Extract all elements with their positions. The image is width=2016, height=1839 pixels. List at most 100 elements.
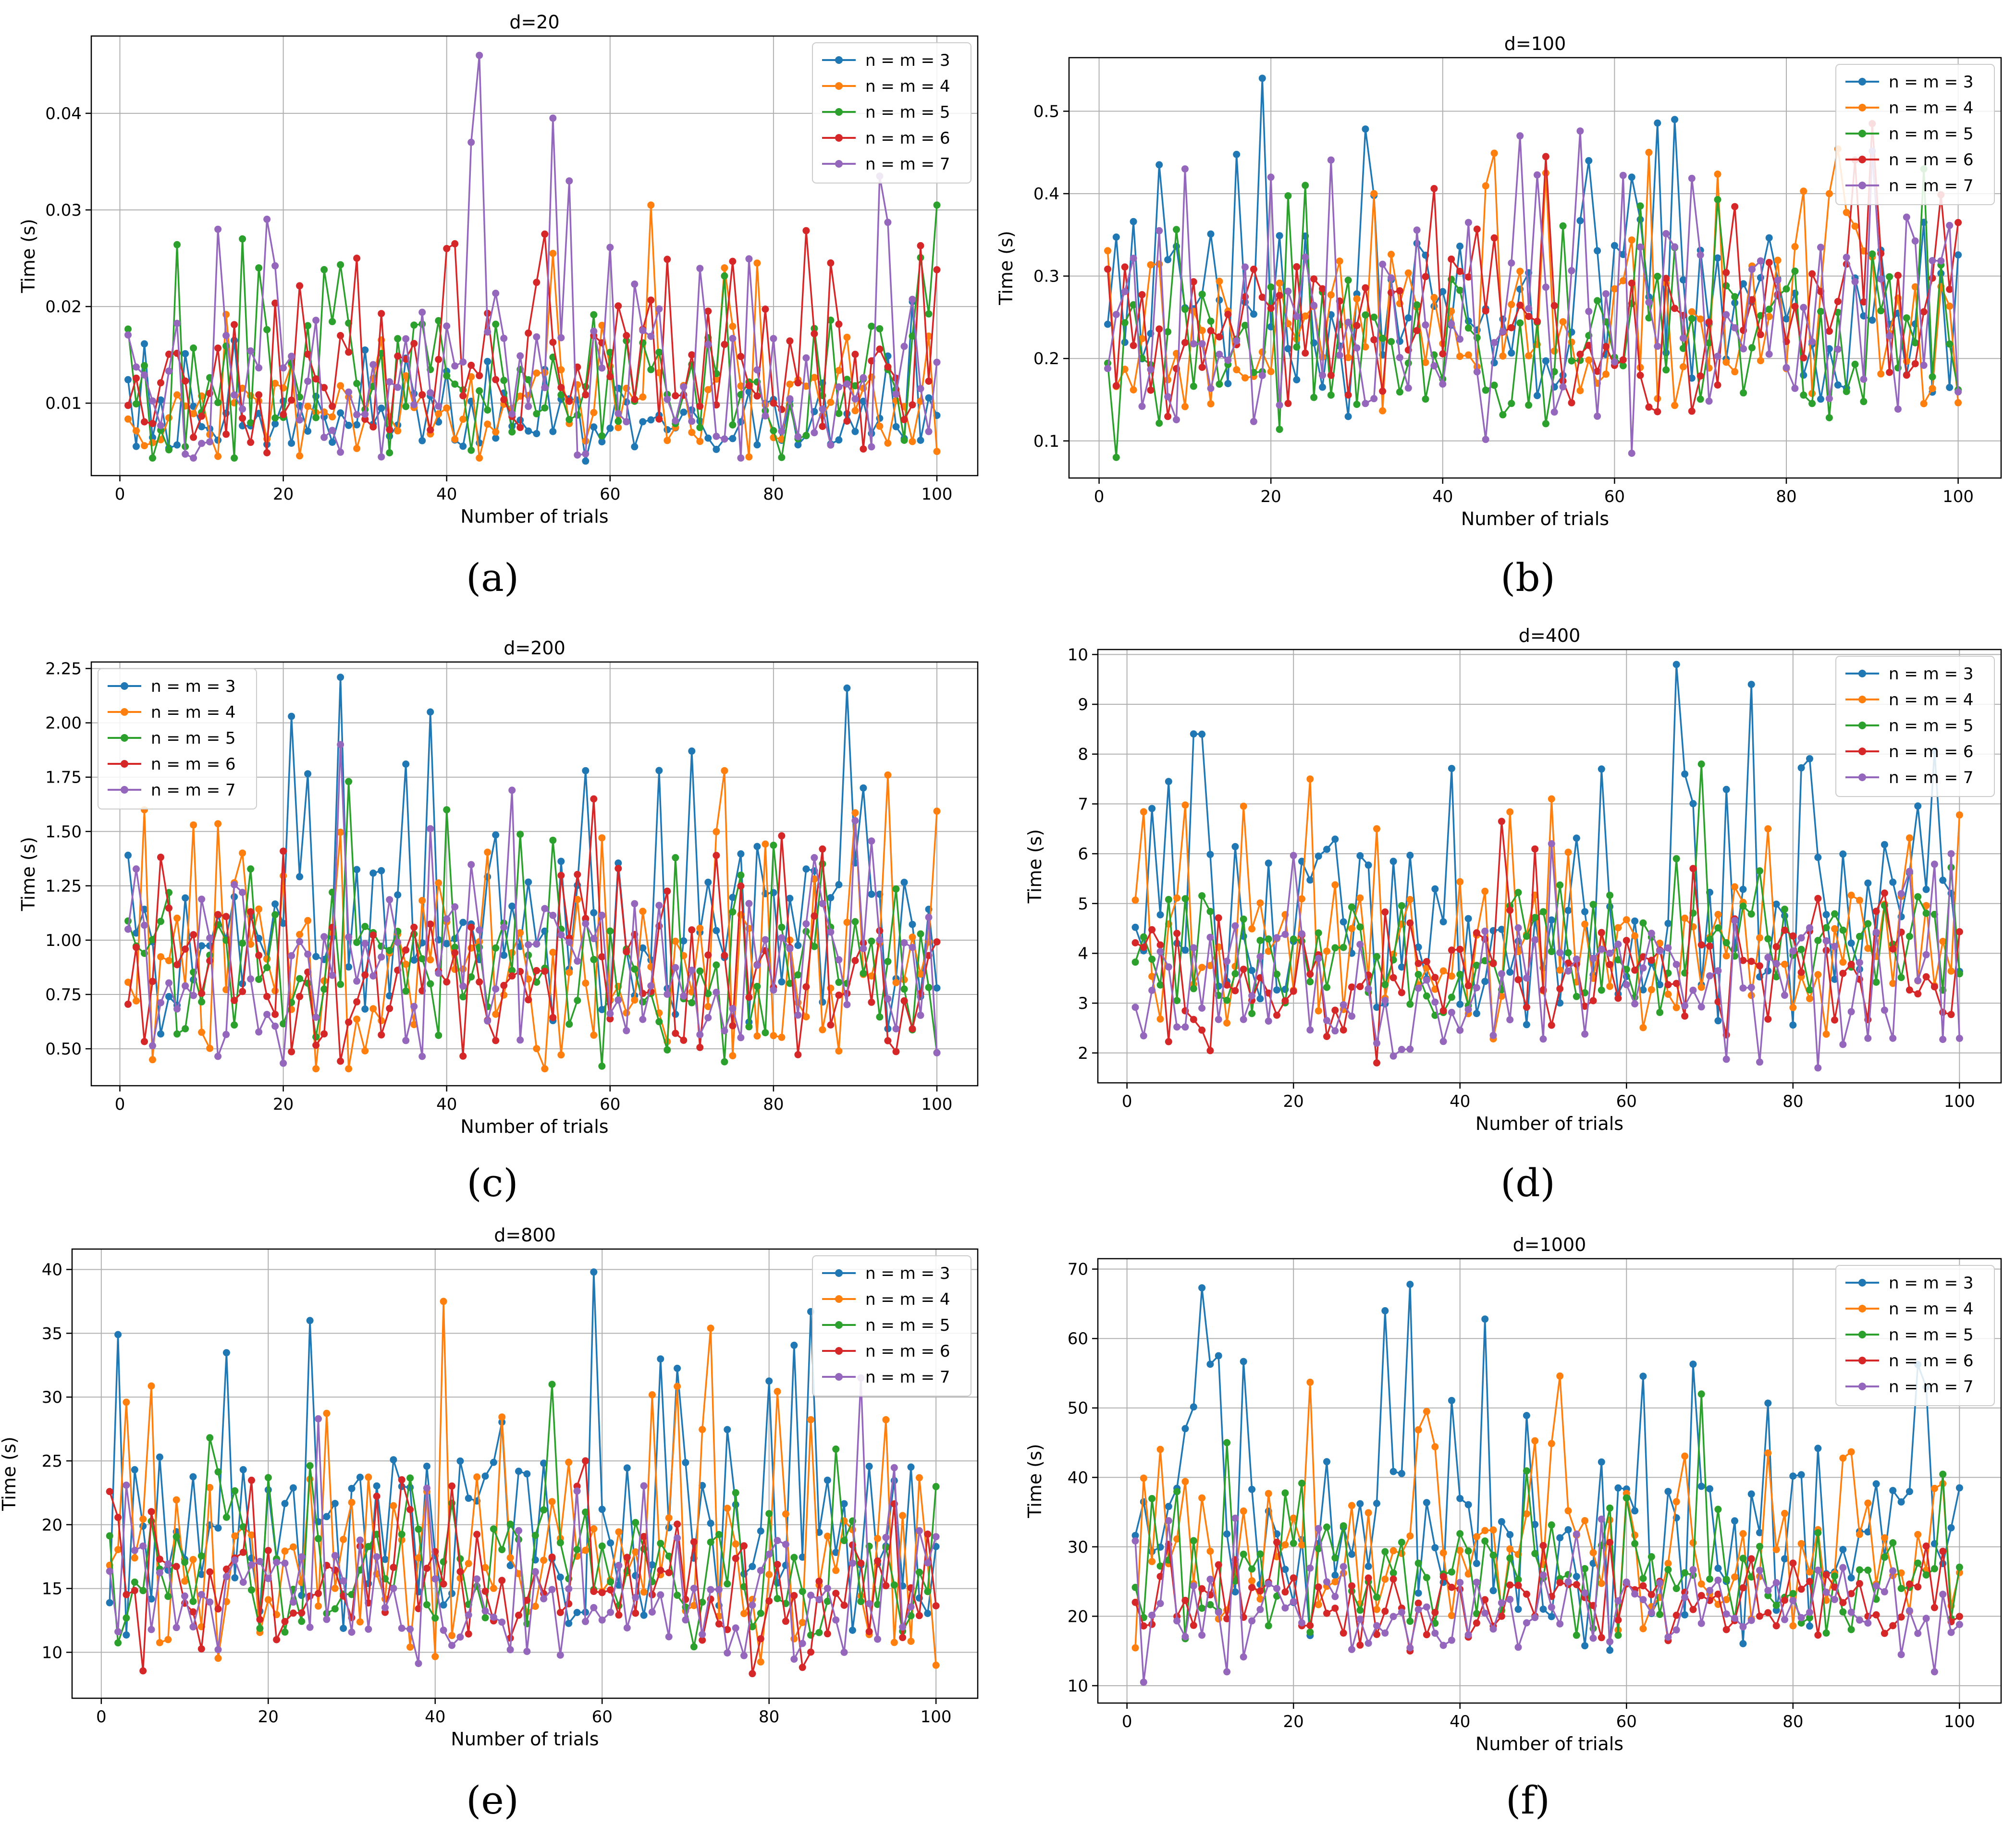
- data-point: [1740, 389, 1747, 397]
- data-point: [124, 331, 132, 339]
- data-point: [1639, 1373, 1647, 1380]
- x-tick-label: 60: [1604, 487, 1625, 506]
- data-point: [1877, 370, 1885, 378]
- data-point: [248, 1531, 255, 1539]
- data-point: [1190, 1403, 1197, 1411]
- data-point: [1482, 436, 1489, 443]
- data-point: [1872, 907, 1880, 915]
- data-point: [459, 358, 467, 366]
- data-point: [1739, 956, 1747, 964]
- data-point: [451, 949, 459, 956]
- series-line: [1106, 77, 1959, 417]
- data-point: [672, 1030, 679, 1037]
- y-axis-label: Time (s): [1024, 1444, 1045, 1519]
- data-point: [1331, 1578, 1339, 1586]
- data-point: [1831, 1572, 1838, 1580]
- data-point: [1206, 1601, 1214, 1608]
- chart-title: d=20: [509, 12, 559, 33]
- data-point: [1340, 1563, 1347, 1570]
- data-point: [1847, 1608, 1855, 1616]
- data-point: [1404, 359, 1412, 367]
- legend-marker: [1858, 1357, 1866, 1364]
- data-point: [1489, 1526, 1497, 1534]
- data-point: [1439, 918, 1447, 926]
- data-point: [1514, 1576, 1522, 1583]
- data-point: [222, 1030, 230, 1038]
- data-point: [515, 1468, 522, 1475]
- data-point: [1664, 991, 1672, 998]
- x-tick-label: 40: [1450, 1712, 1470, 1731]
- data-point: [835, 956, 843, 964]
- data-point: [459, 392, 467, 400]
- data-point: [647, 982, 655, 990]
- data-point: [565, 1459, 573, 1466]
- data-point: [699, 1598, 706, 1606]
- data-point: [1645, 403, 1653, 411]
- data-point: [1747, 681, 1755, 688]
- data-point: [632, 1519, 639, 1526]
- data-point: [271, 911, 279, 919]
- data-point: [378, 310, 385, 318]
- y-tick-label: 6: [1078, 845, 1088, 864]
- data-point: [819, 845, 826, 853]
- x-tick-label: 60: [600, 1095, 620, 1114]
- data-point: [1606, 982, 1614, 990]
- data-point: [378, 953, 385, 961]
- data-point: [1265, 1490, 1272, 1497]
- legend-label: n = m = 3: [1889, 1274, 1974, 1293]
- data-point: [1872, 1480, 1880, 1488]
- data-point: [882, 1416, 890, 1423]
- data-point: [1889, 945, 1897, 953]
- data-point: [1556, 1620, 1564, 1628]
- data-point: [909, 438, 916, 445]
- data-point: [1293, 263, 1301, 270]
- data-point: [1207, 327, 1215, 334]
- data-point: [1564, 1526, 1572, 1533]
- series-line: [1134, 843, 1961, 1069]
- data-point: [1207, 385, 1215, 392]
- data-point: [255, 905, 263, 913]
- data-point: [1619, 362, 1627, 369]
- data-point: [924, 1559, 932, 1567]
- data-point: [1207, 318, 1215, 325]
- data-point: [1822, 1588, 1830, 1596]
- data-point: [1331, 1571, 1339, 1579]
- data-point: [418, 897, 426, 904]
- data-point: [868, 837, 875, 845]
- data-point: [1825, 414, 1833, 421]
- data-point: [1423, 1408, 1430, 1415]
- data-point: [247, 940, 255, 948]
- data-point: [1508, 324, 1515, 331]
- data-point: [1306, 1378, 1314, 1386]
- data-point: [190, 821, 197, 829]
- data-point: [573, 1546, 581, 1553]
- data-point: [1456, 243, 1463, 250]
- data-point: [451, 240, 459, 247]
- data-point: [214, 1605, 222, 1613]
- data-point: [173, 391, 181, 399]
- data-point: [402, 946, 410, 954]
- data-point: [1789, 1590, 1797, 1597]
- data-point: [890, 1639, 898, 1646]
- data-point: [851, 395, 859, 403]
- data-point: [857, 1598, 865, 1606]
- data-point: [1481, 1315, 1489, 1323]
- data-point: [802, 382, 810, 390]
- data-point: [749, 1670, 756, 1678]
- data-point: [222, 913, 230, 920]
- data-point: [696, 1031, 704, 1039]
- data-point: [1248, 992, 1256, 1000]
- data-point: [141, 1038, 148, 1045]
- data-point: [320, 266, 328, 273]
- data-point: [418, 939, 426, 947]
- data-point: [1422, 359, 1429, 366]
- data-point: [1825, 190, 1833, 197]
- data-point: [541, 905, 549, 912]
- data-point: [247, 347, 255, 355]
- data-point: [1606, 1539, 1614, 1546]
- x-tick-label: 100: [921, 1707, 952, 1727]
- data-point: [1886, 332, 1893, 340]
- data-point: [1215, 914, 1222, 922]
- data-point: [688, 926, 696, 934]
- data-point: [390, 1584, 397, 1592]
